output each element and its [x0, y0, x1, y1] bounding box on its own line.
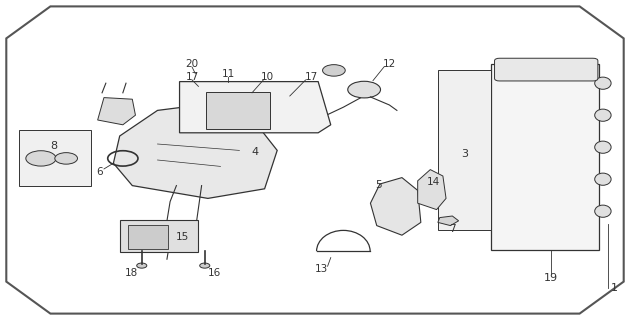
Text: 15: 15	[176, 232, 190, 243]
Ellipse shape	[595, 109, 611, 121]
Text: 16: 16	[207, 268, 221, 278]
Text: 20: 20	[186, 59, 198, 69]
FancyBboxPatch shape	[120, 220, 198, 252]
Circle shape	[55, 153, 77, 164]
Polygon shape	[418, 170, 446, 210]
Polygon shape	[370, 178, 421, 235]
Ellipse shape	[595, 205, 611, 217]
Text: 5: 5	[375, 180, 381, 190]
Text: 17: 17	[305, 72, 319, 82]
Text: 14: 14	[427, 177, 440, 188]
Circle shape	[323, 65, 345, 76]
Bar	[19, 130, 91, 186]
Circle shape	[200, 263, 210, 268]
Text: 13: 13	[314, 264, 328, 274]
Text: 4: 4	[251, 147, 259, 157]
Circle shape	[137, 263, 147, 268]
Text: 8: 8	[50, 140, 57, 151]
Polygon shape	[180, 82, 331, 133]
Text: 10: 10	[261, 72, 274, 82]
Text: 17: 17	[185, 72, 199, 82]
Text: 19: 19	[544, 273, 558, 284]
Text: 7: 7	[449, 224, 455, 234]
Text: 3: 3	[461, 148, 469, 159]
Circle shape	[348, 81, 381, 98]
Polygon shape	[113, 102, 277, 198]
Text: 6: 6	[96, 167, 103, 177]
FancyBboxPatch shape	[206, 92, 270, 129]
FancyBboxPatch shape	[128, 225, 168, 249]
Circle shape	[26, 151, 56, 166]
Bar	[491, 64, 598, 250]
Text: 12: 12	[382, 59, 396, 69]
Text: 11: 11	[221, 68, 235, 79]
Ellipse shape	[595, 141, 611, 153]
Bar	[438, 70, 491, 230]
FancyBboxPatch shape	[495, 58, 598, 81]
Ellipse shape	[595, 77, 611, 89]
Text: 18: 18	[124, 268, 138, 278]
Text: 1: 1	[610, 283, 618, 293]
Polygon shape	[98, 98, 135, 125]
Ellipse shape	[595, 173, 611, 185]
Polygon shape	[438, 216, 459, 226]
